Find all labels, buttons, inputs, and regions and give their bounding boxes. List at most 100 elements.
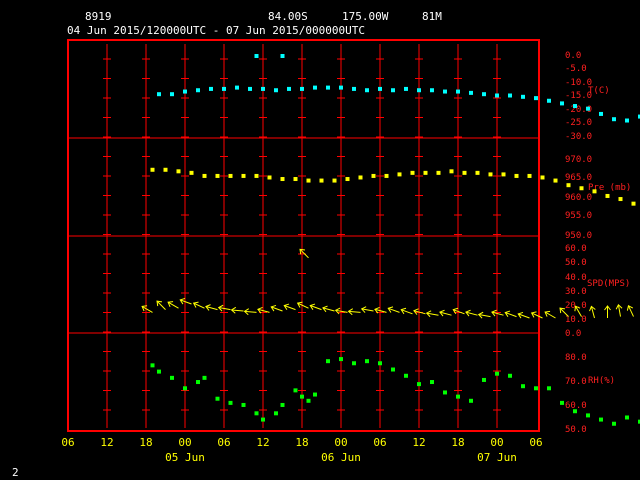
- humidity-point: [417, 382, 421, 387]
- humidity-point: [430, 380, 434, 385]
- wind-arrow-shaft: [453, 309, 465, 315]
- humidity-point: [508, 373, 512, 378]
- wind-arrow-head: [179, 297, 186, 305]
- pressure-point: [228, 173, 233, 178]
- temperature-point: [443, 89, 447, 94]
- wind-arrow: [530, 311, 543, 319]
- wind-y-tick-label: 30.0: [565, 287, 587, 297]
- temperature-y-tick-label: -30.0: [565, 132, 592, 142]
- wind-arrow-head: [374, 306, 380, 314]
- temperature-point: [456, 89, 460, 94]
- temperature-y-tick-label: -5.0: [565, 64, 587, 74]
- wind-arrow-head: [559, 307, 566, 314]
- wind-arrow-shaft: [271, 306, 283, 312]
- wind-arrow-shaft: [310, 305, 322, 311]
- wind-arrow: [141, 305, 153, 313]
- temperature-point: [339, 85, 343, 90]
- pressure-y-tick-label: 965.0: [565, 173, 592, 183]
- pressure-point: [150, 167, 155, 172]
- wind-arrow: [360, 306, 374, 313]
- humidity-point: [521, 384, 525, 389]
- wind-arrow-shaft: [627, 305, 634, 317]
- wind-arrow-shaft: [348, 310, 361, 313]
- wind-arrow-shaft: [297, 302, 309, 309]
- wind-arrow-shaft: [531, 312, 543, 319]
- wind-arrow-head: [322, 305, 328, 313]
- wind-arrow: [296, 301, 309, 309]
- wind-arrow-head: [167, 301, 174, 307]
- temperature-point: [261, 86, 265, 91]
- temperature-y-tick-label: -10.0: [565, 78, 592, 88]
- humidity-point: [573, 409, 577, 414]
- pressure-point: [566, 183, 571, 188]
- temperature-point: [482, 92, 486, 97]
- pressure-point: [501, 172, 506, 177]
- temperature-point: [300, 86, 304, 91]
- wind-arrow-head: [425, 310, 432, 318]
- wind-arrow-shaft: [180, 299, 192, 305]
- pressure-point: [293, 177, 298, 182]
- humidity-point: [391, 367, 395, 372]
- wind-arrow-head: [452, 307, 459, 315]
- temperature-series: [157, 54, 640, 123]
- wind-arrow: [626, 304, 634, 317]
- temperature-y-tick-label: -25.0: [565, 118, 592, 128]
- x-hour-label: 18: [139, 436, 152, 449]
- wind-arrow: [504, 310, 517, 318]
- humidity-point: [560, 400, 564, 405]
- pressure-point: [241, 173, 246, 178]
- wind-arrow-head: [477, 311, 484, 319]
- temperature-point: [326, 85, 330, 90]
- wind-arrow-shaft: [439, 311, 452, 316]
- wind-arrow-shaft: [590, 306, 595, 319]
- temperature-point: [534, 96, 538, 101]
- wind-y-tick-label: 10.0: [565, 315, 587, 325]
- humidity-point: [280, 402, 285, 407]
- wind-arrow-shaft: [374, 308, 387, 313]
- humidity-point: [313, 392, 317, 397]
- pressure-y-tick-label: 960.0: [565, 193, 592, 203]
- wind-arrow-head: [347, 308, 354, 316]
- humidity-point: [612, 421, 616, 426]
- wind-arrow-shaft: [401, 309, 413, 315]
- wind-arrow-shaft: [575, 305, 582, 317]
- pressure-point: [631, 201, 636, 206]
- pressure-point: [254, 173, 259, 178]
- x-hour-label: 00: [334, 436, 347, 449]
- x-hour-label: 06: [217, 436, 230, 449]
- wind-arrow: [230, 306, 244, 314]
- temperature-point: [417, 88, 421, 93]
- temperature-point: [560, 101, 564, 106]
- pressure-point: [462, 170, 467, 175]
- wind-arrow-shaft: [361, 308, 374, 312]
- wind-arrow-shaft: [205, 306, 218, 311]
- wind-arrow: [283, 303, 296, 311]
- wind-arrow: [477, 311, 491, 319]
- wind-arrow-shaft: [299, 248, 309, 259]
- wind-y-tick-label: 40.0: [565, 273, 587, 283]
- wind-arrow-head: [270, 304, 277, 312]
- pressure-panel-label: Pre (mb): [588, 183, 631, 193]
- pressure-point: [527, 173, 532, 178]
- humidity-point: [326, 359, 330, 364]
- wind-arrow: [334, 307, 348, 315]
- temperature-point: [274, 88, 278, 93]
- wind-arrow-shaft: [231, 309, 244, 312]
- pressure-y-tick-label: 955.0: [565, 211, 592, 221]
- wind-arrow: [615, 303, 623, 317]
- wind-arrow: [243, 308, 257, 316]
- period-title: 04 Jun 2015/120000UTC - 07 Jun 2015/0000…: [67, 24, 365, 37]
- wind-arrow-head: [334, 307, 341, 315]
- wind-arrow-shaft: [244, 310, 257, 313]
- wind-arrow-head: [156, 300, 163, 307]
- wind-arrow-head: [517, 311, 524, 319]
- wind-arrow: [205, 304, 218, 311]
- wind-arrow-head: [530, 311, 537, 318]
- wind-panel-label: SPD(MPS): [587, 279, 630, 289]
- x-day-label: 06 Jun: [321, 451, 361, 464]
- humidity-panel-label: RH(%): [588, 376, 615, 386]
- wind-arrow-head: [615, 303, 623, 310]
- pressure-y-tick-label: 970.0: [565, 155, 592, 165]
- wind-arrow-shaft: [491, 311, 504, 316]
- humidity-point: [241, 402, 246, 407]
